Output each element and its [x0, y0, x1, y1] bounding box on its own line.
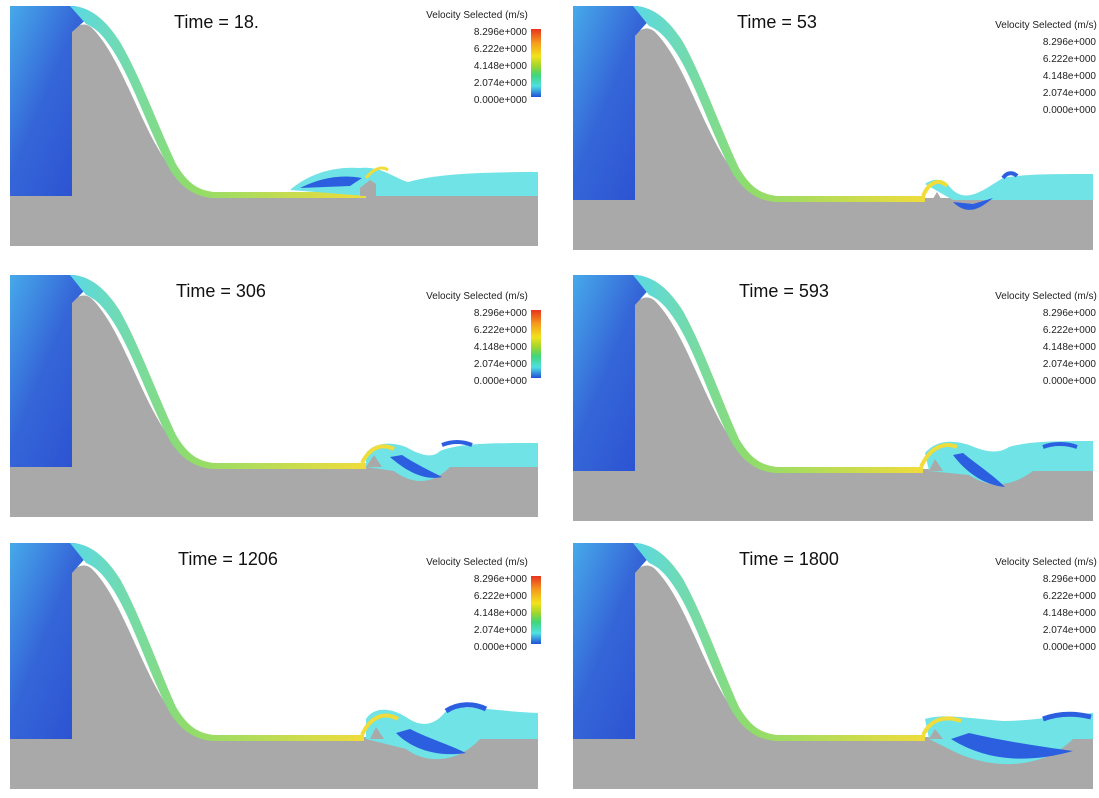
- legend-tick: 2.074e+000: [473, 78, 527, 89]
- legend-tick: 8.296e+000: [1042, 37, 1096, 48]
- flow-field: [573, 543, 1093, 789]
- legend-tick: 6.222e+000: [473, 44, 527, 55]
- legend-tick: 4.148e+000: [473, 608, 527, 619]
- legend-tick: 2.074e+000: [473, 359, 527, 370]
- legend-tick: 0.000e+000: [1042, 376, 1096, 387]
- legend-title: Velocity Selected (m/s): [995, 291, 1097, 302]
- tailwater: [290, 167, 538, 196]
- legend-tick: 4.148e+000: [473, 342, 527, 353]
- legend-tick: 0.000e+000: [473, 642, 527, 653]
- legend-tick: 0.000e+000: [1042, 642, 1096, 653]
- legend-tick: 8.296e+000: [1042, 308, 1096, 319]
- legend-tick: 6.222e+000: [1042, 591, 1096, 602]
- velocity-legend: Velocity Selected (m/s) 8.296e+000 6.222…: [411, 291, 543, 388]
- legend-tick: 4.148e+000: [1042, 608, 1096, 619]
- dam-body: [72, 24, 538, 196]
- legend-tick: 6.222e+000: [1042, 325, 1096, 336]
- legend-color-bar: [531, 29, 541, 97]
- legend-tick: 4.148e+000: [1042, 71, 1096, 82]
- time-label: Time = 306: [176, 281, 266, 301]
- legend-title: Velocity Selected (m/s): [426, 10, 528, 21]
- time-label: Time = 18.: [174, 12, 259, 32]
- legend-title: Velocity Selected (m/s): [426, 291, 528, 302]
- legend-tick: 4.148e+000: [473, 61, 527, 72]
- flow-field: [10, 6, 538, 246]
- panel-time-306: Time = 306 Velocity Selected (m/s) 8.296…: [10, 275, 545, 530]
- legend-tick: 6.222e+000: [473, 591, 527, 602]
- velocity-legend: Velocity Selected (m/s) 8.296e+000 6.222…: [411, 10, 543, 107]
- legend-tick: 0.000e+000: [1042, 105, 1096, 116]
- velocity-legend: Velocity Selected (m/s) 8.296e+000 6.222…: [980, 557, 1099, 654]
- legend-tick: 2.074e+000: [473, 625, 527, 636]
- legend-tick: 8.296e+000: [473, 308, 527, 319]
- flow-field: [573, 275, 1093, 521]
- legend-title: Velocity Selected (m/s): [995, 20, 1097, 31]
- foundation: [10, 196, 538, 246]
- time-label: Time = 593: [739, 281, 829, 301]
- panel-time-18: Time = 18. Velocity Selected (m/s) 8.296…: [10, 6, 545, 261]
- legend-tick: 0.000e+000: [473, 376, 527, 387]
- legend-tick: 8.296e+000: [473, 27, 527, 38]
- legend-title: Velocity Selected (m/s): [426, 557, 528, 568]
- legend-tick: 8.296e+000: [473, 574, 527, 585]
- legend-tick: 8.296e+000: [1042, 574, 1096, 585]
- legend-color-bar: [531, 310, 541, 378]
- velocity-legend: Velocity Selected (m/s) 8.296e+000 6.222…: [411, 557, 543, 654]
- panel-time-593: Time = 593 Velocity Selected (m/s) 8.296…: [573, 275, 1099, 530]
- flow-field: [573, 6, 1093, 250]
- panel-time-53: Time = 53 Velocity Selected (m/s) 8.296e…: [573, 6, 1099, 261]
- legend-tick: 2.074e+000: [1042, 359, 1096, 370]
- legend-title: Velocity Selected (m/s): [995, 557, 1097, 568]
- legend-tick: 2.074e+000: [1042, 88, 1096, 99]
- flow-field: [10, 543, 538, 789]
- time-label: Time = 53: [737, 12, 817, 32]
- legend-tick: 0.000e+000: [473, 95, 527, 106]
- time-label: Time = 1800: [739, 549, 839, 569]
- legend-tick: 6.222e+000: [473, 325, 527, 336]
- time-label: Time = 1206: [178, 549, 278, 569]
- reservoir: [10, 6, 90, 196]
- legend-tick: 6.222e+000: [1042, 54, 1096, 65]
- legend-tick: 4.148e+000: [1042, 342, 1096, 353]
- velocity-legend: Velocity Selected (m/s) 8.296e+000 6.222…: [980, 291, 1099, 388]
- panel-time-1206: Time = 1206 Velocity Selected (m/s) 8.29…: [10, 543, 545, 798]
- legend-tick: 2.074e+000: [1042, 625, 1096, 636]
- spillway-flow: [70, 6, 366, 198]
- velocity-legend: Velocity Selected (m/s) 8.296e+000 6.222…: [980, 20, 1099, 117]
- flow-field: [10, 275, 538, 517]
- legend-color-bar: [531, 576, 541, 644]
- panel-time-1800: Time = 1800 Velocity Selected (m/s) 8.29…: [573, 543, 1099, 798]
